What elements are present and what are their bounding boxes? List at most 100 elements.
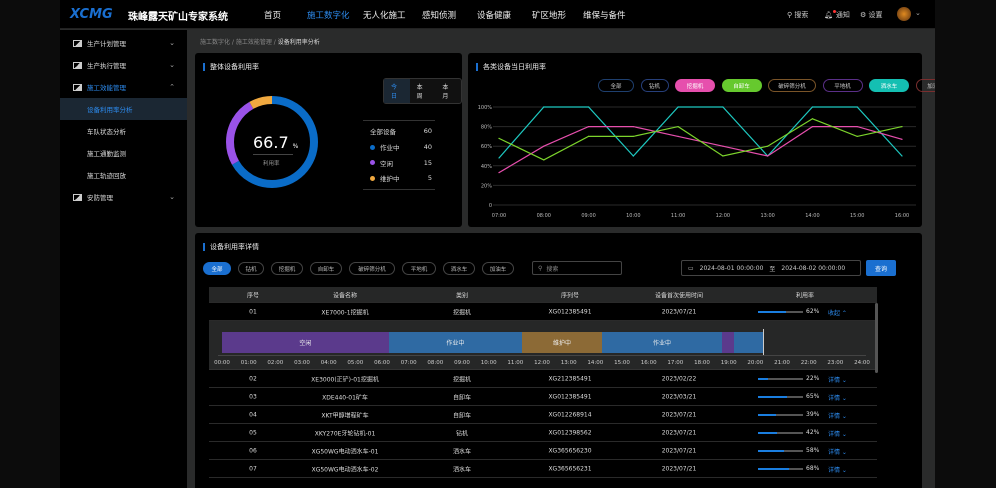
details-link[interactable]: 详情 ⌄ (828, 467, 847, 474)
cell-name: XG50WG电动洒水车-01 (311, 448, 379, 455)
app: XCMG 珠峰露天矿山专家系统 首页 施工数字化 无人化施工 感知侦测 设备健康… (60, 0, 935, 488)
cell-type: 挖掘机 (452, 376, 472, 383)
cell-type: 洒水车 (452, 466, 472, 473)
cell-serial: XG365656230 (548, 447, 592, 454)
card-title: 整体设备利用率 (203, 63, 259, 71)
date-from[interactable]: 2024-08-01 00:00:00 (699, 264, 764, 272)
scrollbar[interactable] (875, 303, 878, 373)
filter-chip[interactable]: 破碎筛分机 (349, 262, 395, 275)
rate-label: 利用率 (263, 161, 280, 167)
nav-perception[interactable]: 感知侦测 (422, 11, 457, 21)
table-row[interactable]: 06 XG50WG电动洒水车-01 洒水车 XG365656230 2023/07/21… (209, 442, 877, 460)
settings-button[interactable]: ⚙ 设置 (860, 10, 883, 20)
filter-chip[interactable]: 挖掘机 (271, 262, 303, 275)
type-chip[interactable]: 自卸车 (721, 79, 762, 92)
search-input[interactable]: ⚲ 搜索 (532, 261, 622, 275)
sidebar-item-label: 生产计划管理 (87, 40, 126, 48)
sidebar: 生产计划管理 ⌄ 生产执行管理 ⌄ 施工效能管理 ⌃ 设备利用率分析 车队状态分析 施工通勤监测… (60, 30, 187, 488)
period-month[interactable]: 本月 (442, 84, 449, 100)
x-tick-label: 13:00 (760, 213, 774, 219)
sidebar-item[interactable]: 生产计划管理 ⌄ (60, 32, 187, 54)
details-link[interactable]: 详情 ⌄ (828, 395, 847, 402)
table-row[interactable]: 04 XKT甲醇增程矿车 自卸车 XG012268914 2023/07/21 39% 详情… (209, 406, 877, 424)
timeline-cursor (763, 329, 765, 356)
timeline-segment: 作业中 (388, 332, 522, 353)
nav-maintenance[interactable]: 维保与备件 (583, 11, 626, 21)
timeline-segment (734, 332, 764, 353)
sidebar-item[interactable]: 车队状态分析 (60, 120, 187, 142)
collapse-link[interactable]: 收起 ⌃ (828, 310, 847, 317)
avatar[interactable] (897, 7, 911, 21)
sidebar-item[interactable]: 安防管理 ⌄ (60, 186, 187, 208)
utilization-percent: 39% (806, 411, 820, 418)
timeline-tick: 06:00 (374, 360, 390, 366)
filter-chip[interactable]: 洒水车 (443, 262, 475, 275)
cell-name: XKY270E牙轮钻机-01 (314, 430, 376, 437)
breadcrumb-current: 设备利用率分析 (277, 39, 320, 46)
filter-chip[interactable]: 加油车 (482, 262, 514, 275)
date-range-picker[interactable]: ▭ 2024-08-01 00:00:00 至 2024-08-02 00:00:00 (681, 260, 861, 276)
type-chip[interactable]: 全部 (598, 79, 634, 92)
data-point (498, 172, 500, 174)
type-chip[interactable]: 破碎筛分机 (768, 79, 816, 92)
timeline-tick: 09:00 (454, 360, 470, 366)
column-header: 利用率 (795, 292, 815, 299)
table-row[interactable]: 05 XKY270E牙轮钻机-01 钻机 XG012398562 2023/07/21 4… (209, 424, 877, 442)
chevron-down-icon[interactable]: ⌄ (915, 9, 921, 17)
sidebar-item[interactable]: 生产执行管理 ⌄ (60, 54, 187, 76)
nav-unmanned[interactable]: 无人化施工 (363, 11, 406, 21)
details-link[interactable]: 详情 ⌄ (828, 449, 847, 456)
details-link[interactable]: 详情 ⌄ (828, 431, 847, 438)
y-tick-label: 0 (489, 203, 492, 209)
filter-chip[interactable]: 平地机 (402, 262, 436, 275)
type-chip[interactable]: 洒水车 (869, 79, 909, 92)
nav-mine-terrain[interactable]: 矿区地形 (532, 11, 567, 21)
query-button[interactable]: 查询 (866, 260, 896, 276)
nav-construction-digital[interactable]: 施工数字化 (307, 11, 350, 21)
sidebar-item[interactable]: 施工通勤监测 (60, 142, 187, 164)
breadcrumb-item[interactable]: 施工数字化 (200, 39, 231, 46)
data-point (722, 155, 724, 157)
period-today[interactable]: 今日 (384, 79, 410, 103)
sidebar-item[interactable]: 施工轨迹回放 (60, 164, 187, 186)
filter-chip[interactable]: 自卸车 (310, 262, 342, 275)
table-row[interactable]: 02 XE3000(正铲)-01挖掘机 挖掘机 XG212385491 2023/02/… (209, 370, 877, 388)
utilization-bar (758, 396, 803, 398)
table-row[interactable]: 01 XE7000-1挖掘机 挖掘机 XG012385491 2023/07/21 62%… (209, 303, 877, 321)
timeline-tick: 01:00 (240, 360, 257, 366)
data-point (632, 126, 634, 128)
details-link[interactable]: 详情 ⌄ (828, 377, 847, 384)
notify-button[interactable]: 🔔︎ 通知 (824, 10, 850, 20)
type-chip[interactable]: 加油车 (915, 79, 935, 92)
cell-no: 04 (249, 411, 257, 418)
sidebar-item[interactable]: 施工效能管理 ⌃ (60, 76, 187, 98)
chevron-icon: ⌃ (169, 83, 175, 91)
sidebar-item-label: 生产执行管理 (87, 62, 126, 70)
y-tick-label: 100% (478, 105, 493, 111)
nav-home[interactable]: 首页 (264, 11, 282, 21)
y-tick-label: 80% (481, 125, 492, 131)
nav-device-health[interactable]: 设备健康 (477, 11, 512, 21)
sidebar-item[interactable]: 设备利用率分析 (60, 98, 187, 120)
date-separator: 至 (769, 265, 776, 273)
breadcrumb-item[interactable]: 施工效能管理 (235, 39, 272, 46)
utilization-bar (758, 450, 803, 452)
cell-type: 自卸车 (452, 394, 472, 401)
cell-serial: XG012385491 (548, 308, 592, 315)
table-row[interactable]: 07 XG50WG电动洒水车-02 洒水车 XG365656231 2023/07/21… (209, 460, 877, 478)
timeline-segment: 作业中 (602, 332, 722, 353)
details-link[interactable]: 详情 ⌄ (828, 413, 847, 420)
table-row[interactable]: 03 XDE440-01矿车 自卸车 XG012385491 2023/03/21 65%… (209, 388, 877, 406)
type-chip[interactable]: 平地机 (822, 79, 863, 92)
period-week[interactable]: 本周 (416, 84, 423, 100)
type-chip[interactable]: 钻机 (640, 79, 669, 92)
type-chip[interactable]: 挖掘机 (675, 79, 715, 92)
data-point (901, 126, 903, 128)
search-button[interactable]: ⚲ 搜索 (787, 10, 808, 20)
date-to[interactable]: 2024-08-02 00:00:00 (781, 264, 846, 272)
filter-chip[interactable]: 钻机 (238, 262, 264, 275)
rate-value: 66.7% (253, 133, 299, 152)
timeline-segment (722, 332, 734, 353)
filter-chip[interactable]: 全部 (203, 262, 231, 275)
line-chart: 0 20% 40% 60% 80% 100% 07:00 08:00 09:00 10:00 11:… (478, 105, 916, 219)
